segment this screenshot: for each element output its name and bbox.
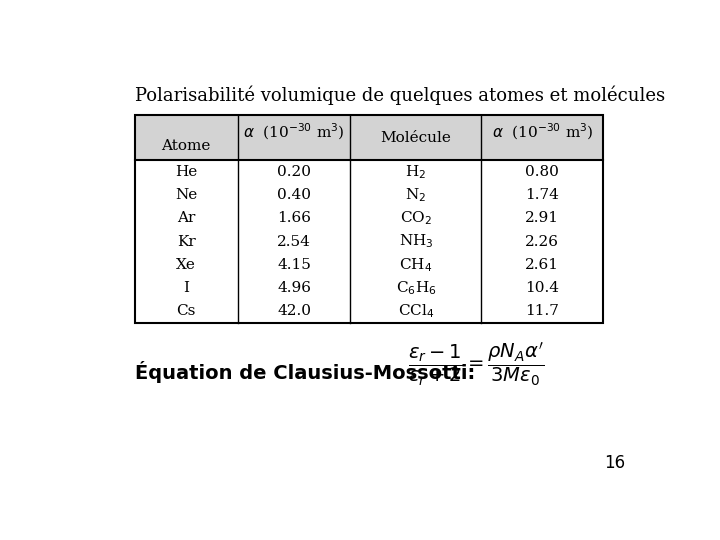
Bar (350, 276, 482, 299)
Text: $\dfrac{\varepsilon_r - 1}{\varepsilon_r + 2} = \dfrac{\rho N_A \alpha^{\prime}}: $\dfrac{\varepsilon_r - 1}{\varepsilon_r… (408, 341, 544, 388)
Bar (350, 184, 482, 207)
Bar (482, 276, 603, 299)
Bar (482, 207, 603, 230)
Text: Équation de Clausius-Mossotti:: Équation de Clausius-Mossotti: (135, 361, 475, 383)
Bar (238, 160, 350, 184)
Bar (350, 207, 482, 230)
Text: Xe: Xe (176, 258, 196, 272)
Text: 11.7: 11.7 (526, 304, 559, 318)
Text: 4.96: 4.96 (277, 281, 311, 295)
Bar (482, 253, 603, 276)
Text: 16: 16 (605, 454, 626, 472)
Bar (135, 230, 238, 253)
Bar (238, 276, 350, 299)
Text: Molécule: Molécule (380, 131, 451, 145)
Bar (482, 184, 603, 207)
Text: Kr: Kr (177, 234, 196, 248)
Bar (135, 299, 238, 322)
Text: CH$_4$: CH$_4$ (400, 256, 433, 274)
Bar (135, 160, 238, 184)
Bar (238, 230, 350, 253)
Text: I: I (183, 281, 189, 295)
Text: 42.0: 42.0 (277, 304, 311, 318)
Text: H$_2$: H$_2$ (405, 163, 426, 181)
Bar (482, 160, 603, 184)
Bar (350, 160, 482, 184)
Bar (135, 253, 238, 276)
Text: 0.20: 0.20 (277, 165, 311, 179)
Text: He: He (175, 165, 197, 179)
Text: Polarisabilité volumique de quelques atomes et molécules: Polarisabilité volumique de quelques ato… (135, 85, 665, 105)
Text: C$_6$H$_6$: C$_6$H$_6$ (395, 279, 436, 296)
Text: $\alpha$  (10$^{-30}$ m$^3$): $\alpha$ (10$^{-30}$ m$^3$) (492, 122, 593, 142)
Text: N$_2$: N$_2$ (405, 186, 426, 204)
Text: Ar: Ar (177, 211, 195, 225)
Bar (238, 207, 350, 230)
Bar (135, 207, 238, 230)
Bar (238, 184, 350, 207)
Text: 2.54: 2.54 (277, 234, 311, 248)
Text: Atome: Atome (161, 139, 211, 153)
Text: 0.80: 0.80 (526, 165, 559, 179)
Text: 2.91: 2.91 (526, 211, 559, 225)
Text: 10.4: 10.4 (526, 281, 559, 295)
Text: 2.26: 2.26 (526, 234, 559, 248)
Text: NH$_3$: NH$_3$ (399, 233, 433, 251)
Text: 0.40: 0.40 (277, 188, 311, 202)
Bar (135, 276, 238, 299)
Bar (350, 230, 482, 253)
Bar (238, 299, 350, 322)
Bar (135, 184, 238, 207)
Text: 1.66: 1.66 (277, 211, 311, 225)
Text: 4.15: 4.15 (277, 258, 311, 272)
Text: Cs: Cs (176, 304, 196, 318)
Text: 2.61: 2.61 (526, 258, 559, 272)
Bar (482, 230, 603, 253)
Text: CCl$_4$: CCl$_4$ (397, 302, 434, 320)
Text: CO$_2$: CO$_2$ (400, 210, 432, 227)
Bar (482, 299, 603, 322)
Bar (350, 299, 482, 322)
Bar (350, 253, 482, 276)
Bar (238, 253, 350, 276)
Text: $\alpha$  (10$^{-30}$ m$^3$): $\alpha$ (10$^{-30}$ m$^3$) (243, 122, 345, 142)
Text: 1.74: 1.74 (526, 188, 559, 202)
Text: Ne: Ne (175, 188, 197, 202)
